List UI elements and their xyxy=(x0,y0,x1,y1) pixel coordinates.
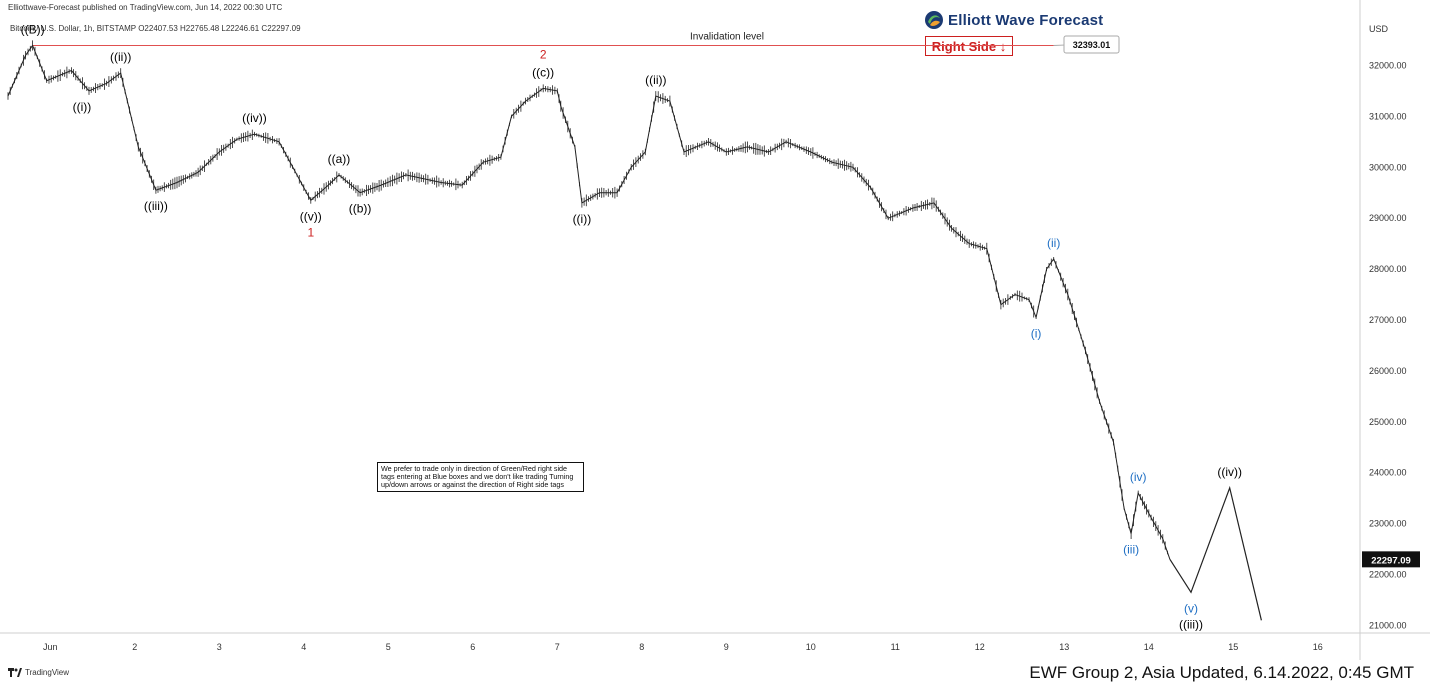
x-tick-label: 14 xyxy=(1144,642,1154,652)
x-tick-label: 5 xyxy=(386,642,391,652)
wave-label: 1 xyxy=(307,225,314,239)
x-tick-label: 12 xyxy=(975,642,985,652)
wave-label: (iv) xyxy=(1130,470,1147,484)
publisher-line: Elliottwave-Forecast published on Tradin… xyxy=(8,3,283,12)
right-side-tag: Right Side ↓ xyxy=(925,36,1013,56)
invalidation-label: Invalidation level xyxy=(690,31,764,42)
x-tick-label: 6 xyxy=(470,642,475,652)
wave-label: ((iv)) xyxy=(242,111,267,125)
wave-label: (v) xyxy=(1184,601,1198,615)
y-tick-label: 22000.00 xyxy=(1369,569,1407,579)
invalidation-price-box xyxy=(1063,35,1120,54)
wave-label: 2 xyxy=(540,47,547,61)
y-tick-label: 26000.00 xyxy=(1369,366,1407,376)
brand-name: Elliott Wave Forecast xyxy=(948,11,1104,29)
tradingview-label: TradingView xyxy=(25,668,70,677)
y-axis-unit: USD xyxy=(1369,24,1389,34)
x-tick-label: 3 xyxy=(217,642,222,652)
y-tick-label: 31000.00 xyxy=(1369,111,1407,121)
x-tick-label: 4 xyxy=(301,642,306,652)
ewf-globe-icon xyxy=(925,11,943,29)
y-tick-label: 25000.00 xyxy=(1369,417,1407,427)
wave-label: ((v)) xyxy=(300,209,322,223)
last-price-label: 22297.09 xyxy=(1371,555,1411,566)
last-price-box xyxy=(1362,551,1420,568)
x-tick-label: 13 xyxy=(1059,642,1069,652)
x-tick-label: Jun xyxy=(43,642,58,652)
tradingview-brand: TradingView xyxy=(8,668,69,677)
brand-logo: Elliott Wave Forecast xyxy=(924,9,1103,31)
x-tick-label: 11 xyxy=(891,642,900,652)
x-tick-label: 16 xyxy=(1313,642,1323,652)
disclaimer-note: We prefer to trade only in direction of … xyxy=(377,462,584,492)
wave-label: ((i)) xyxy=(73,100,92,114)
x-tick-label: 15 xyxy=(1228,642,1238,652)
wave-label: (iii) xyxy=(1123,543,1139,557)
x-tick-label: 8 xyxy=(639,642,644,652)
y-tick-label: 28000.00 xyxy=(1369,264,1407,274)
y-tick-label: 32000.00 xyxy=(1369,60,1407,70)
wave-label: ((B)) xyxy=(21,22,45,36)
y-tick-label: 21000.00 xyxy=(1369,620,1407,630)
projection-path xyxy=(1169,485,1262,621)
wave-label: ((ii)) xyxy=(645,73,666,87)
invalidation-price-label: 32393.01 xyxy=(1073,40,1111,50)
wave-label: ((iii)) xyxy=(144,199,168,213)
right-side-label: Right Side xyxy=(931,38,997,54)
wave-label: ((a)) xyxy=(328,152,351,166)
price-series-line xyxy=(7,44,1171,560)
wave-label: ((c)) xyxy=(532,65,554,79)
y-tick-label: 23000.00 xyxy=(1369,519,1407,529)
footer-update-line: EWF Group 2, Asia Updated, 6.14.2022, 0:… xyxy=(1029,663,1414,682)
arrow-down-icon: ↓ xyxy=(999,38,1007,54)
tradingview-icon xyxy=(8,668,22,677)
wave-label: (i) xyxy=(1031,326,1042,340)
wave-label: ((iv)) xyxy=(1217,465,1242,479)
wave-label: ((ii)) xyxy=(110,50,131,64)
wave-label: ((iii)) xyxy=(1179,617,1203,631)
wave-label: ((i)) xyxy=(573,212,592,226)
x-tick-label: 9 xyxy=(724,642,729,652)
wave-label: (ii) xyxy=(1047,236,1060,250)
y-tick-label: 27000.00 xyxy=(1369,315,1407,325)
y-tick-label: 24000.00 xyxy=(1369,468,1407,478)
instrument-info: Bitcoin / U.S. Dollar, 1h, BITSTAMP O224… xyxy=(10,24,301,33)
wave-label: ((b)) xyxy=(349,202,372,216)
y-tick-label: 30000.00 xyxy=(1369,162,1407,172)
x-tick-label: 7 xyxy=(555,642,560,652)
x-tick-label: 2 xyxy=(132,642,137,652)
y-tick-label: 29000.00 xyxy=(1369,213,1407,223)
x-tick-label: 10 xyxy=(806,642,816,652)
